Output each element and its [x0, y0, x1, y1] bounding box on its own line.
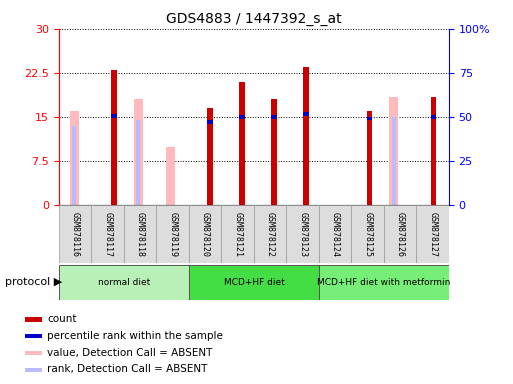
Bar — [392, 117, 396, 205]
Bar — [319, 205, 351, 263]
Bar — [384, 205, 417, 263]
Bar — [134, 99, 143, 205]
Bar — [417, 205, 449, 263]
Text: GSM878118: GSM878118 — [136, 212, 145, 257]
Bar — [189, 205, 222, 263]
Text: GSM878121: GSM878121 — [233, 212, 242, 257]
Text: GSM878123: GSM878123 — [298, 212, 307, 257]
Text: GSM878119: GSM878119 — [168, 212, 177, 257]
Bar — [389, 96, 399, 205]
Text: GSM878125: GSM878125 — [363, 212, 372, 257]
Text: normal diet: normal diet — [98, 278, 150, 287]
Bar — [111, 114, 117, 118]
Text: GSM878127: GSM878127 — [428, 212, 437, 257]
Text: rank, Detection Call = ABSENT: rank, Detection Call = ABSENT — [47, 364, 207, 374]
Bar — [25, 351, 42, 356]
Text: MCD+HF diet: MCD+HF diet — [224, 278, 284, 287]
Bar — [25, 317, 42, 322]
Bar — [59, 205, 91, 263]
Bar — [367, 116, 372, 120]
Bar — [59, 265, 189, 300]
Bar — [124, 205, 156, 263]
Bar — [136, 120, 140, 205]
Text: GSM878124: GSM878124 — [331, 212, 340, 257]
Bar — [271, 99, 277, 205]
Bar — [156, 205, 189, 263]
Text: value, Detection Call = ABSENT: value, Detection Call = ABSENT — [47, 348, 212, 358]
Text: GSM878126: GSM878126 — [396, 212, 405, 257]
Bar — [430, 96, 437, 205]
Bar — [222, 205, 254, 263]
Bar — [254, 205, 286, 263]
Bar — [70, 111, 79, 205]
Text: protocol ▶: protocol ▶ — [5, 277, 63, 287]
Text: MCD+HF diet with metformin: MCD+HF diet with metformin — [317, 278, 450, 287]
Bar — [207, 108, 213, 205]
Bar — [286, 205, 319, 263]
Bar — [430, 115, 437, 119]
Bar — [271, 115, 277, 119]
Bar — [239, 115, 245, 119]
Text: count: count — [47, 314, 76, 324]
Bar — [319, 265, 449, 300]
Text: GSM878116: GSM878116 — [71, 212, 80, 257]
Text: GSM878120: GSM878120 — [201, 212, 210, 257]
Bar — [303, 67, 309, 205]
Bar — [303, 113, 309, 116]
Bar — [166, 147, 175, 205]
Bar — [189, 265, 319, 300]
Bar — [207, 120, 213, 124]
Text: percentile rank within the sample: percentile rank within the sample — [47, 331, 223, 341]
Bar — [239, 82, 245, 205]
Bar — [25, 334, 42, 339]
Text: GSM878117: GSM878117 — [103, 212, 112, 257]
Bar — [91, 205, 124, 263]
Bar — [25, 368, 42, 372]
Bar — [72, 126, 76, 205]
Bar — [351, 205, 384, 263]
Title: GDS4883 / 1447392_s_at: GDS4883 / 1447392_s_at — [166, 12, 342, 26]
Bar — [367, 111, 372, 205]
Bar — [111, 70, 117, 205]
Text: GSM878122: GSM878122 — [266, 212, 274, 257]
